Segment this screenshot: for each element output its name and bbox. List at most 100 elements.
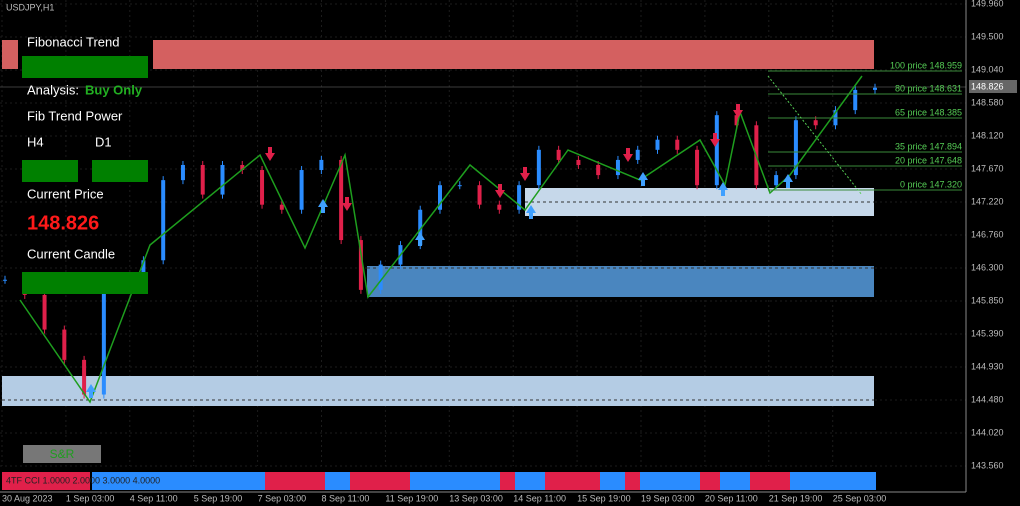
indicator-segment [515, 472, 545, 490]
price-label: 148.120 [971, 130, 1004, 140]
candle-body [141, 260, 146, 280]
candle-body [517, 185, 522, 210]
trend-box [22, 56, 148, 78]
price-label: 148.580 [971, 97, 1004, 107]
down-arrows [265, 104, 743, 211]
candle-body [774, 175, 779, 186]
candle-body [793, 120, 798, 176]
demand-zone [2, 376, 874, 406]
tf-box [92, 160, 148, 182]
price-label: 145.390 [971, 328, 1004, 338]
fib-label: 80 price 148.631 [895, 83, 962, 93]
tf-box [22, 160, 78, 182]
fib-label: 20 price 147.648 [895, 155, 962, 165]
candle-body [418, 209, 423, 246]
candle-box [22, 272, 148, 294]
candle-body [596, 164, 601, 176]
candle-body [556, 149, 561, 160]
candle-body [200, 164, 205, 195]
candle-body [3, 279, 7, 281]
fib-label: 0 price 147.320 [900, 179, 962, 189]
resistance-zone-left [2, 40, 18, 69]
zigzag [19, 75, 863, 404]
fib-label: 35 price 147.894 [895, 141, 962, 151]
time-label: 11 Sep 19:00 [385, 493, 438, 503]
time-label: 30 Aug 2023 [2, 493, 53, 503]
price-label: 145.850 [971, 295, 1004, 305]
indicator-segment [625, 472, 640, 490]
tf-label: H4 [27, 134, 44, 149]
time-label: 19 Sep 03:00 [641, 493, 695, 503]
candle-body [536, 149, 541, 186]
indicator-segment [350, 472, 410, 490]
price-value: 148.826 [27, 212, 99, 234]
candle-body [576, 159, 581, 165]
candle-body [734, 115, 739, 126]
price-label: 144.930 [971, 361, 1004, 371]
price-label: 143.560 [971, 460, 1004, 470]
candle-body [675, 139, 680, 150]
candle-body [635, 149, 640, 160]
analysis-value: Buy Only [85, 82, 143, 97]
time-label: 25 Sep 03:00 [833, 493, 887, 503]
demand-zone [367, 266, 874, 297]
price-label: 147.670 [971, 163, 1004, 173]
candle-body [873, 87, 877, 90]
candle-body [695, 149, 700, 186]
indicator [2, 472, 876, 490]
time-label: 5 Sep 19:00 [194, 493, 243, 503]
candle-body [240, 164, 245, 171]
sr-button[interactable]: S&R [23, 445, 101, 463]
indicator-segment [790, 472, 876, 490]
time-label: 1 Sep 03:00 [66, 493, 115, 503]
sr-button-bg[interactable] [23, 445, 101, 463]
indicator-segment [545, 472, 600, 490]
time-label: 14 Sep 11:00 [513, 493, 566, 503]
time-label: 8 Sep 11:00 [322, 493, 370, 503]
panel-title: Fibonacci Trend [27, 34, 120, 49]
time-label: 20 Sep 11:00 [705, 493, 758, 503]
candle-body [438, 185, 442, 210]
price-tag [969, 80, 1017, 93]
candle-body [62, 329, 67, 360]
sr-button-label[interactable]: S&R [50, 447, 75, 461]
indicator-segment [700, 472, 720, 490]
indicator-segment [750, 472, 790, 490]
indicator-segment [500, 472, 515, 490]
fib-label: 100 price 148.959 [890, 60, 962, 70]
time-label: 15 Sep 19:00 [577, 493, 631, 503]
candle-body [378, 264, 383, 290]
indicator-segment [265, 472, 325, 490]
tf-label: D1 [95, 134, 112, 149]
candle-body [319, 159, 324, 171]
fib-diagonal [767, 75, 863, 196]
candle-label: Current Candle [27, 246, 115, 261]
price-tag-text: 148.826 [971, 81, 1004, 91]
indicator-segment [720, 472, 750, 490]
time-label: 7 Sep 03:00 [258, 493, 307, 503]
candle-body [655, 139, 660, 150]
candle-body [813, 120, 818, 126]
candle-body [457, 185, 462, 187]
time-label: 4 Sep 11:00 [130, 493, 178, 503]
up-arrows [86, 172, 793, 398]
price-label: 149.500 [971, 31, 1004, 41]
candle-body [101, 284, 106, 395]
candle-body [180, 164, 185, 181]
candle-body [615, 159, 620, 176]
power-label: Fib Trend Power [27, 108, 123, 123]
indicator-segment [600, 472, 625, 490]
candle-body [42, 294, 47, 330]
price-label: 149.040 [971, 64, 1004, 74]
indicator-segment [410, 472, 500, 490]
indicator-segment [640, 472, 700, 490]
analysis-label: Analysis: [27, 82, 79, 97]
symbol: USDJPY,H1 [6, 2, 54, 12]
candle-body [82, 359, 87, 395]
candle-body [714, 115, 719, 186]
fib-label: 65 price 148.385 [895, 107, 962, 117]
price-label: 147.220 [971, 196, 1004, 206]
